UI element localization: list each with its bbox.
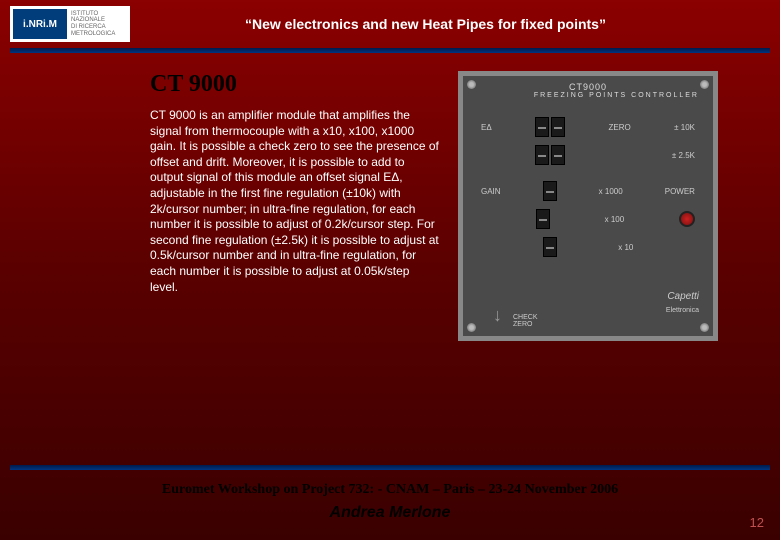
label-x100: x 100 [605,215,625,224]
header: i.NRi.M ISTITUTONAZIONALEDI RICERCAMETRO… [0,0,780,42]
label-power: POWER [665,187,695,196]
switch-group [535,145,565,165]
panel-row: EΔ ZERO ± 10K [469,117,707,137]
power-led-icon [679,211,695,227]
logo-full-text: ISTITUTONAZIONALEDI RICERCAMETROLOGICA [71,11,115,37]
label-zero: ZERO [609,123,631,132]
body-paragraph: CT 9000 is an amplifier module that ampl… [150,108,440,295]
screw-icon [700,80,709,89]
footer-author: Andrea Merlone [0,504,780,522]
device-subtitle: FREEZING POINTS CONTROLLER [469,92,707,99]
device-brand-sub: Elettronica [666,307,699,314]
content-area: CT 9000 CT 9000 is an amplifier module t… [0,53,780,351]
page-number: 12 [750,515,764,530]
switch [551,145,565,165]
section-heading: CT 9000 [150,71,440,98]
panel-row: ± 2.5K [469,145,707,165]
divider-bottom [10,465,770,470]
switch [535,145,549,165]
screw-icon [467,80,476,89]
screw-icon [467,323,476,332]
logo-acronym: i.NRi.M [13,9,67,39]
panel-row: GAIN x 1000 POWER [469,181,707,201]
logo: i.NRi.M ISTITUTONAZIONALEDI RICERCAMETRO… [10,6,130,42]
label-check-zero: CHECKZERO [513,314,538,328]
label-10k: ± 10K [674,123,695,132]
switch [536,209,550,229]
arrow-icon: ↓ [493,305,502,326]
footer-event: Euromet Workshop on Project 732: - CNAM … [0,482,780,498]
device-panel: CT9000 FREEZING POINTS CONTROLLER EΔ ZER… [463,76,713,336]
panel-row: x 10 [469,237,707,257]
label-25k: ± 2.5K [672,151,695,160]
label-x1000: x 1000 [599,187,623,196]
label-x10: x 10 [618,243,633,252]
footer: Euromet Workshop on Project 732: - CNAM … [0,482,780,522]
label-ed: EΔ [481,123,492,132]
slide-title: “New electronics and new Heat Pipes for … [245,16,606,32]
switch [543,181,557,201]
text-column: CT 9000 CT 9000 is an amplifier module t… [150,71,440,341]
switch [535,117,549,137]
label-gain: GAIN [481,187,501,196]
device-brand: Capetti [667,291,699,302]
screw-icon [700,323,709,332]
switch [543,237,557,257]
panel-row: x 100 [469,209,707,229]
switch [551,117,565,137]
device-model: CT9000 [469,82,707,92]
switch-group [535,117,565,137]
device-photo: CT9000 FREEZING POINTS CONTROLLER EΔ ZER… [458,71,718,341]
